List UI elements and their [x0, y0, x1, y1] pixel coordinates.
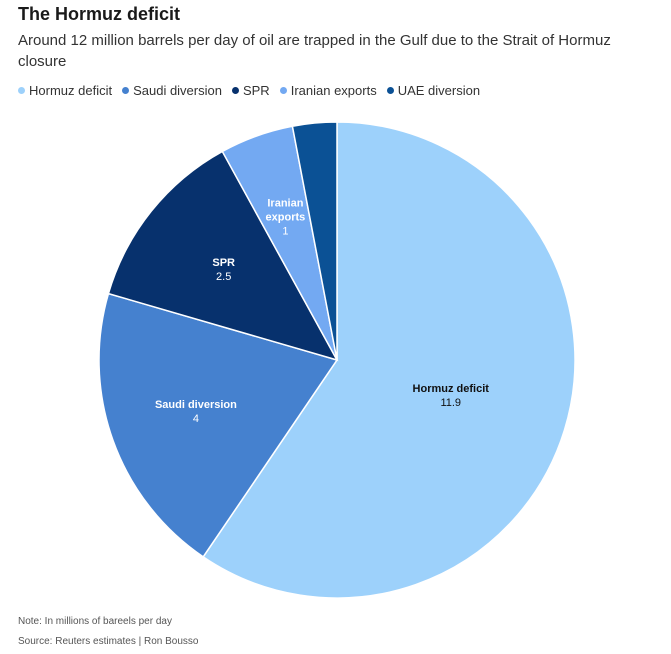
slice-label-iranian-exports: exports [266, 212, 306, 224]
legend-item-uae-diversion: UAE diversion [386, 83, 481, 98]
slice-value-hormuz-deficit: 11.9 [440, 397, 461, 409]
chart-title: The Hormuz deficit [18, 4, 181, 24]
pie-slice-uae-diversion [291, 121, 338, 361]
source-line: Source: Reuters estimates | Ron Bousso [18, 636, 199, 647]
legend-label: Iranian exports [290, 83, 377, 98]
pie-slice-spr [107, 150, 339, 362]
pie-chart: Hormuz deficit 11.9 Saudi diversion 4 SPR 2.5… [98, 121, 576, 599]
slice-value-iranian-exports: 1 [282, 226, 288, 238]
legend-label: SPR [242, 83, 270, 98]
slice-value-spr: 2.5 [216, 271, 231, 283]
legend-label: UAE diversion [397, 83, 481, 98]
legend-item-hormuz-deficit: Hormuz deficit [18, 83, 112, 98]
legend-label: Saudi diversion [133, 83, 222, 98]
legend-swatch [231, 87, 239, 94]
chart-subtitle: Around 12 million barrels per day of oil… [18, 32, 611, 70]
legend-swatch [122, 87, 130, 94]
pie-slice-hormuz-deficit [202, 121, 576, 599]
legend-label: Hormuz deficit [29, 83, 113, 98]
legend-swatch [386, 87, 394, 94]
slice-label-spr: SPR [212, 257, 235, 269]
legend-item-saudi-diversion: Saudi diversion [122, 83, 222, 98]
pie-slice-saudi-diversion [98, 292, 339, 558]
slice-label-iranian-exports: Iranian [267, 198, 303, 210]
legend-item-iranian-exports: Iranian exports [279, 83, 377, 98]
slice-label-saudi-diversion: Saudi diversion [155, 399, 237, 411]
legend-item-spr: SPR [231, 83, 270, 98]
legend-swatch [279, 87, 287, 94]
legend: Hormuz deficit Saudi diversion SPR Irani… [18, 83, 480, 98]
slice-value-saudi-diversion: 4 [193, 413, 199, 425]
footnote: Note: In millions of bareels per day [18, 616, 172, 627]
slice-label-hormuz-deficit: Hormuz deficit [413, 383, 490, 395]
legend-swatch [18, 87, 25, 94]
